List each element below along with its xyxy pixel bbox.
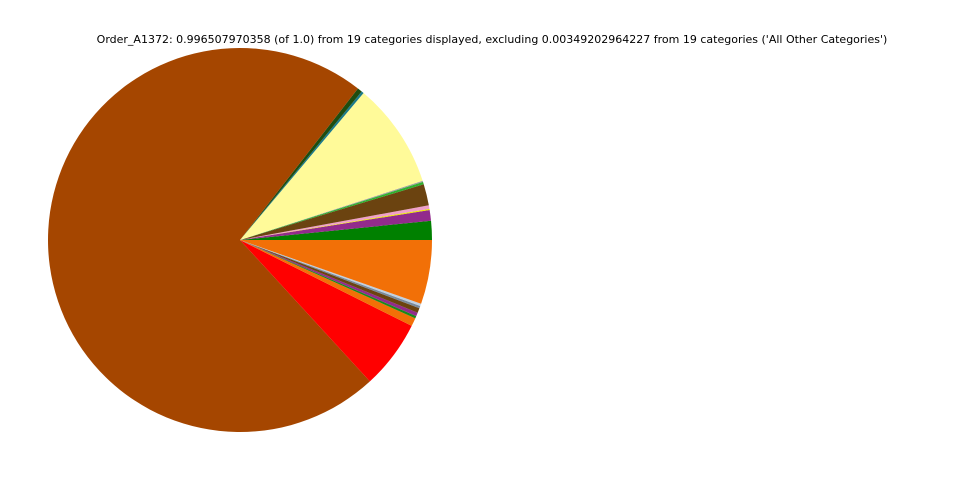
pie-slice-14 bbox=[240, 240, 417, 319]
pie-slice-1 bbox=[240, 220, 432, 240]
pie-slice-2 bbox=[240, 210, 432, 240]
pie-slice-5 bbox=[240, 184, 429, 240]
pie-slice-11 bbox=[48, 48, 370, 432]
pie-slice-17 bbox=[240, 240, 421, 309]
pie-slice-13 bbox=[240, 240, 416, 326]
pie-slice-3 bbox=[240, 208, 430, 240]
pie-slice-4 bbox=[240, 205, 430, 240]
pie-slice-15 bbox=[240, 240, 418, 317]
pie-slice-8 bbox=[240, 93, 423, 241]
pie-slice-6 bbox=[240, 181, 424, 240]
pie-slice-9 bbox=[240, 91, 364, 241]
chart-title: Order_A1372: 0.996507970358 (of 1.0) fro… bbox=[96, 33, 888, 46]
pie-slice-12 bbox=[240, 240, 412, 382]
pie-slice-18 bbox=[240, 240, 422, 307]
pie-slice-19 bbox=[240, 240, 432, 304]
pie-slice-16 bbox=[240, 240, 420, 313]
pie-slice-7 bbox=[240, 180, 424, 240]
pie-slice-10 bbox=[240, 88, 362, 240]
